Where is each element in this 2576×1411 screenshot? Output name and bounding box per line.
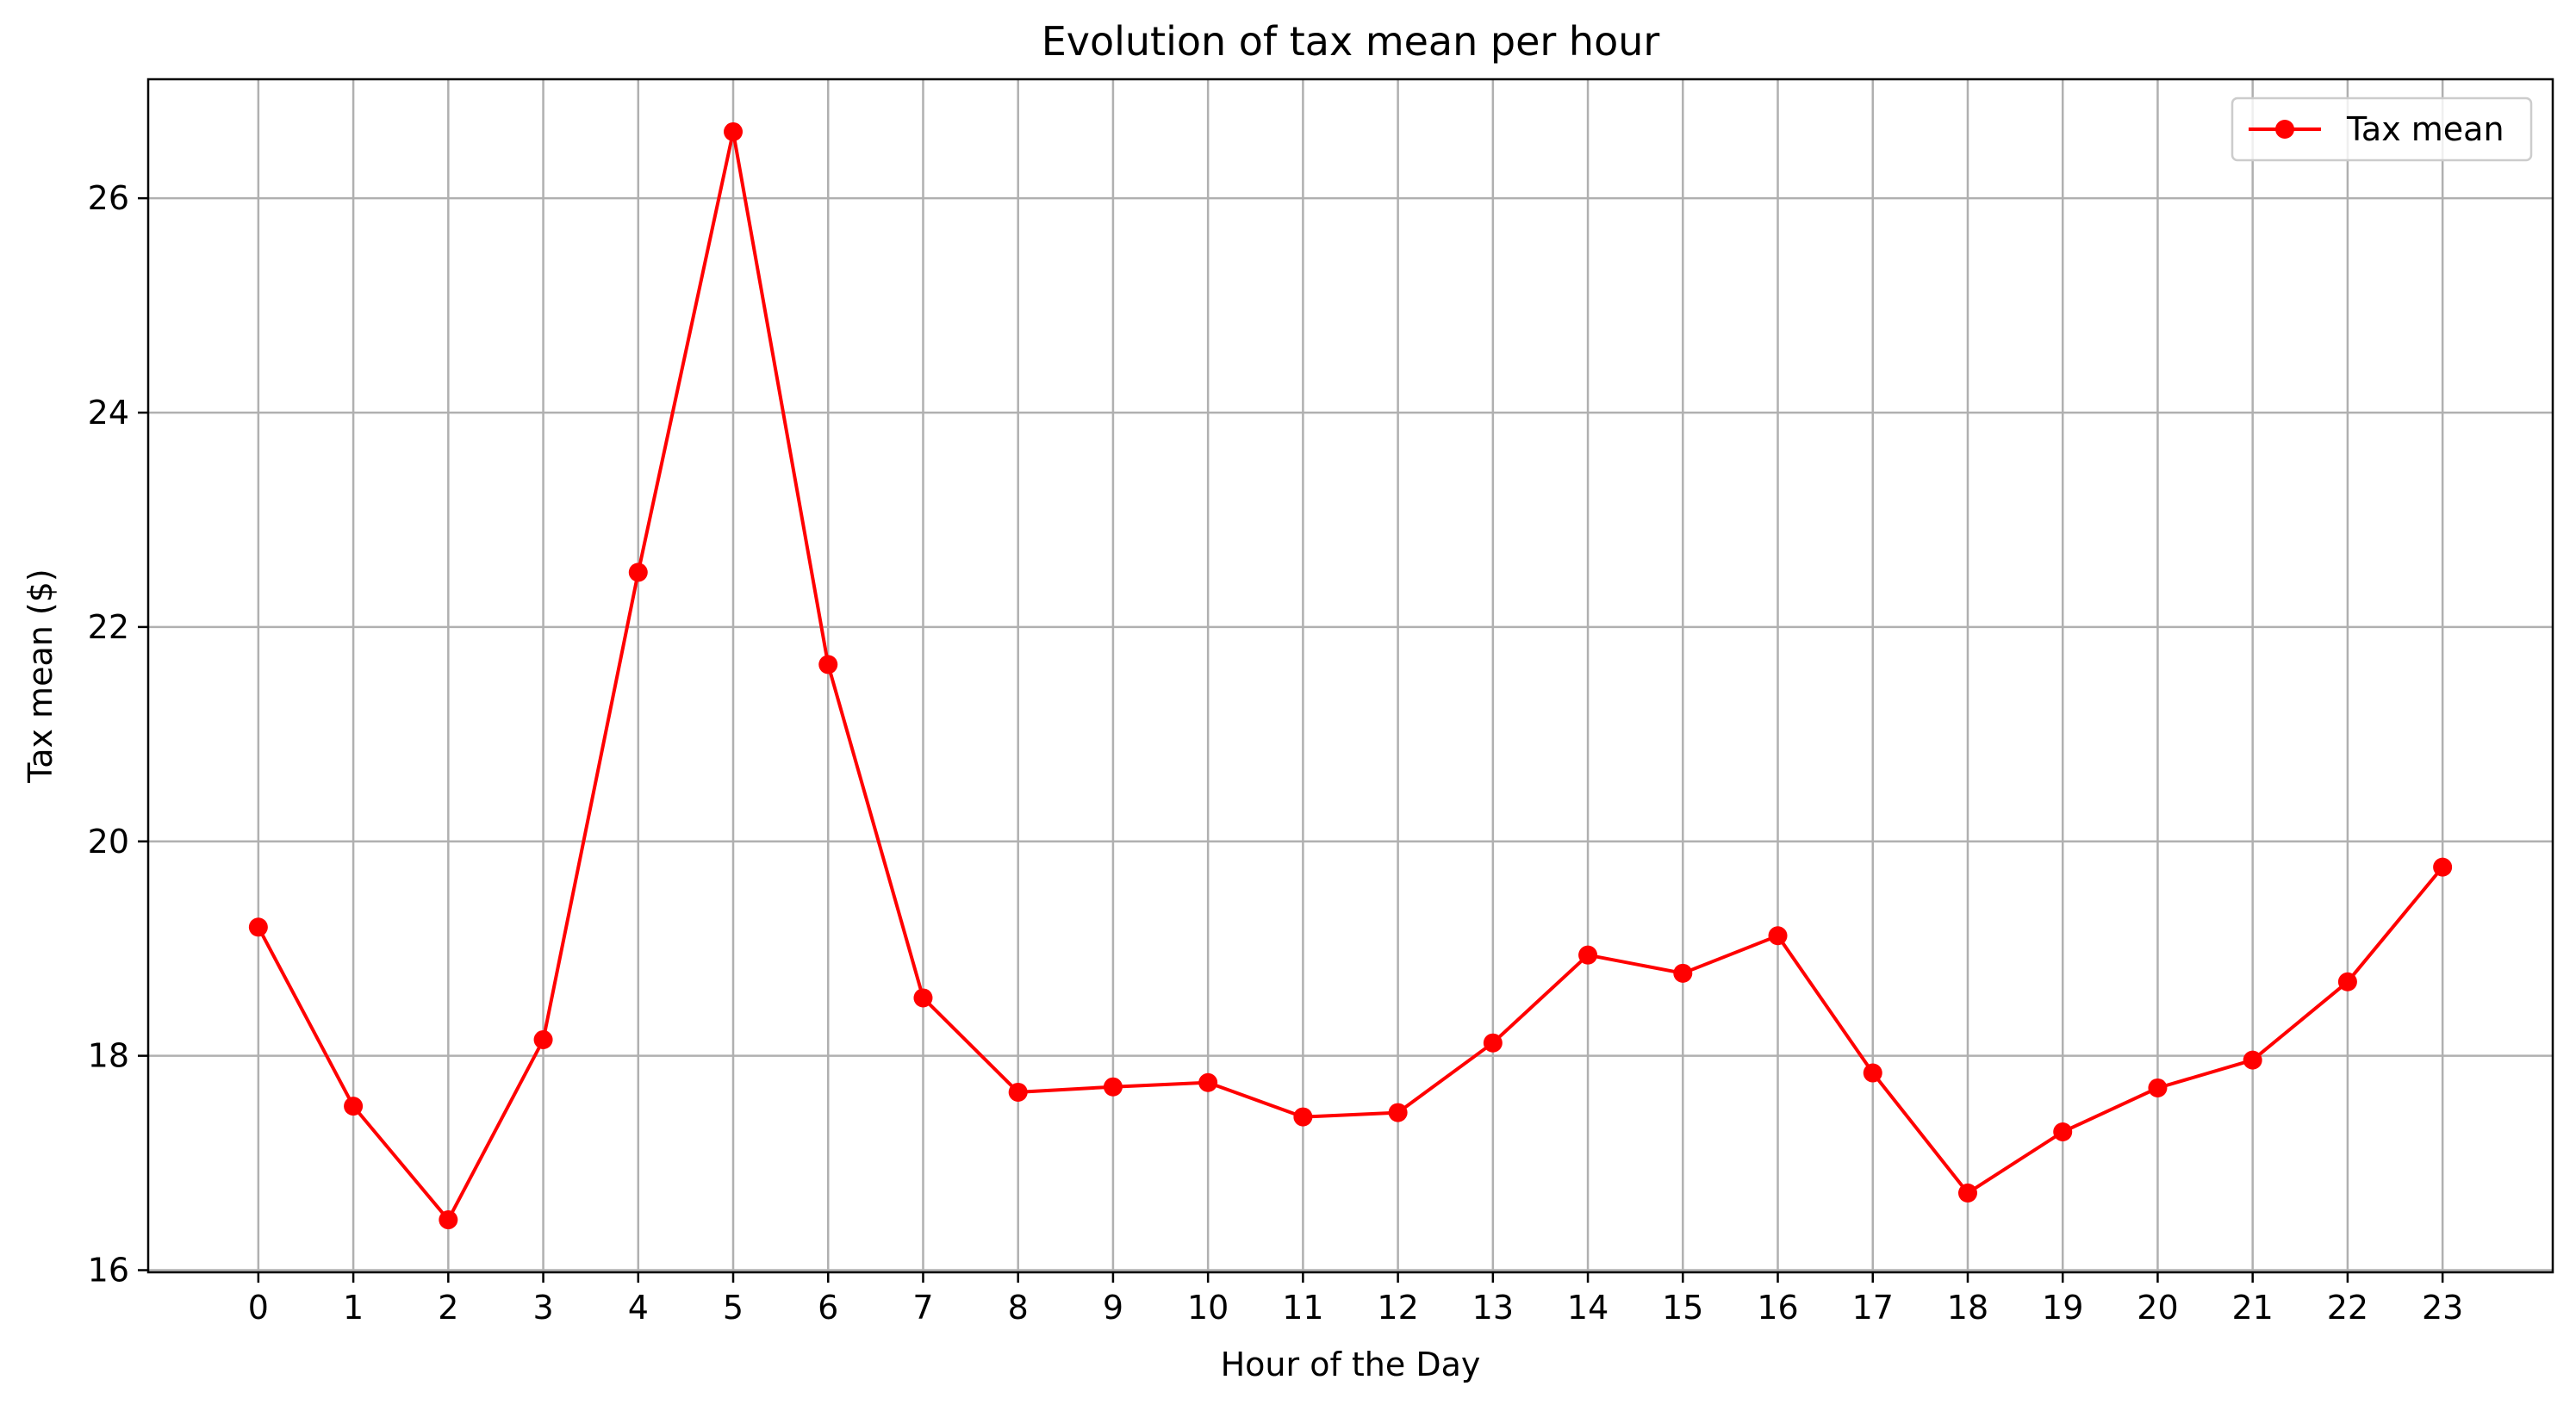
data-point <box>533 1029 553 1049</box>
y-tick-label: 24 <box>88 394 129 432</box>
data-point <box>1768 926 1788 946</box>
x-tick-label: 9 <box>1103 1289 1123 1327</box>
data-point <box>248 917 268 937</box>
x-tick-label: 8 <box>1008 1289 1029 1327</box>
x-tick-label: 13 <box>1472 1289 1514 1327</box>
data-point <box>1198 1072 1218 1092</box>
data-point <box>439 1210 458 1230</box>
data-point <box>2148 1078 2168 1097</box>
series-line <box>257 130 2444 1221</box>
data-point <box>1388 1103 1408 1122</box>
legend-series-marker <box>2275 120 2294 139</box>
x-tick-label: 16 <box>1757 1289 1798 1327</box>
data-point <box>1863 1063 1882 1083</box>
x-tick-label: 3 <box>532 1289 553 1327</box>
y-tick-label: 18 <box>88 1037 129 1075</box>
data-point <box>1957 1183 1977 1203</box>
x-tick-label: 1 <box>343 1289 364 1327</box>
x-tick-label: 20 <box>2137 1289 2178 1327</box>
data-point <box>1673 963 1693 983</box>
x-tick-label: 23 <box>2422 1289 2463 1327</box>
data-point <box>2053 1122 2073 1141</box>
data-point <box>2337 972 2357 991</box>
plot-frame <box>146 78 2554 1274</box>
data-point <box>1483 1033 1503 1053</box>
data-point <box>1293 1107 1313 1127</box>
x-tick-label: 11 <box>1282 1289 1323 1327</box>
x-tick-label: 2 <box>438 1289 458 1327</box>
chart-title: Evolution of tax mean per hour <box>1042 18 1660 65</box>
x-tick-label: 5 <box>723 1289 744 1327</box>
x-tick-label: 7 <box>912 1289 933 1327</box>
grid <box>148 79 2553 1272</box>
x-tick-label: 14 <box>1567 1289 1608 1327</box>
y-tick-label: 26 <box>88 179 129 217</box>
axis-ticks: 0 1 2 3 4 5 6 7 8 9 10 11 12 13 14 15 16 17 18 19 20 21 22 2316… <box>88 179 2464 1327</box>
data-point <box>2433 857 2453 877</box>
y-axis-label: Tax mean ($) <box>22 569 59 783</box>
data-point <box>344 1097 364 1116</box>
data-point <box>913 988 933 1008</box>
y-tick-label: 22 <box>88 608 129 646</box>
x-tick-label: 10 <box>1187 1289 1229 1327</box>
x-tick-label: 22 <box>2327 1289 2368 1327</box>
x-tick-label: 4 <box>628 1289 649 1327</box>
legend: Tax mean <box>2231 96 2533 162</box>
x-tick-label: 0 <box>248 1289 269 1327</box>
x-tick-label: 18 <box>1947 1289 1988 1327</box>
x-axis-label: Hour of the Day <box>1221 1346 1481 1383</box>
y-tick-label: 16 <box>88 1252 129 1290</box>
x-tick-label: 17 <box>1852 1289 1894 1327</box>
x-tick-label: 15 <box>1662 1289 1703 1327</box>
x-tick-label: 21 <box>2231 1289 2273 1327</box>
legend-series-label: Tax mean <box>2346 110 2504 148</box>
data-point <box>724 121 744 141</box>
series-layer <box>248 121 2453 1230</box>
x-tick-label: 12 <box>1377 1289 1418 1327</box>
x-tick-label: 6 <box>818 1289 838 1327</box>
legend-box <box>2231 96 2533 162</box>
data-point <box>818 655 838 674</box>
data-point <box>1103 1077 1123 1097</box>
data-point <box>1578 945 1598 965</box>
data-point <box>2243 1050 2262 1070</box>
data-point <box>1008 1082 1028 1102</box>
y-tick-label: 20 <box>88 823 129 861</box>
x-tick-label: 19 <box>2042 1289 2083 1327</box>
data-point <box>628 563 648 582</box>
